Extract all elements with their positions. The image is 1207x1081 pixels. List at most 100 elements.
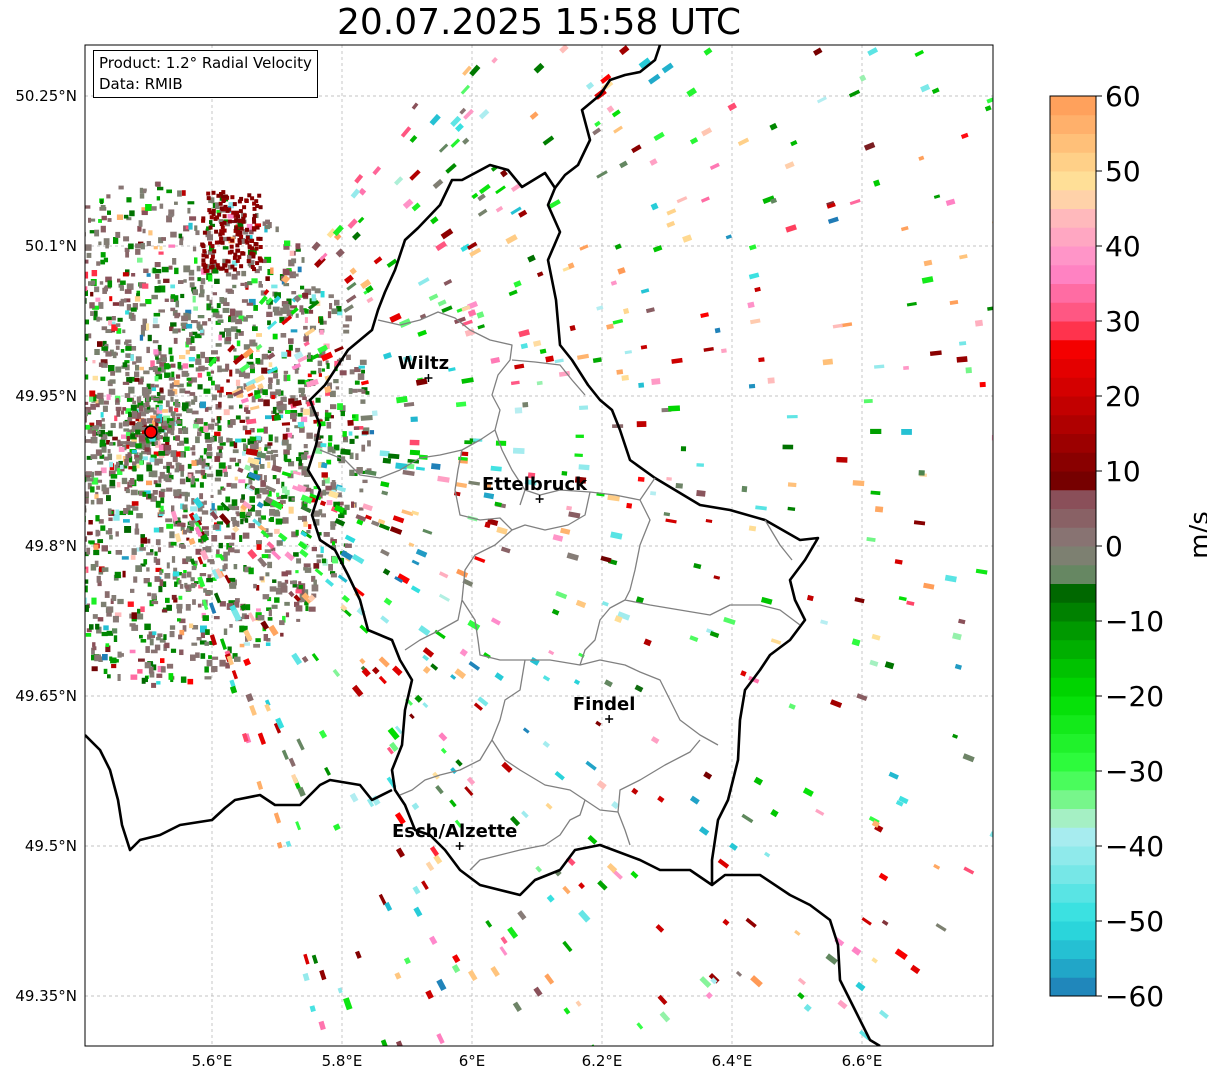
- velocity-pixel: [898, 596, 907, 602]
- velocity-pixel: [185, 556, 192, 562]
- velocity-pixel: [330, 525, 336, 530]
- velocity-pixel: [351, 501, 355, 508]
- velocity-pixel: [380, 481, 390, 488]
- velocity-pixel: [338, 456, 346, 464]
- velocity-pixel: [301, 454, 308, 460]
- velocity-pixel: [209, 634, 218, 646]
- velocity-pixel: [274, 311, 278, 316]
- colorbar-segment: [1050, 658, 1096, 678]
- velocity-pixel: [155, 558, 161, 565]
- velocity-pixel: [234, 476, 238, 481]
- velocity-pixel: [256, 493, 262, 499]
- velocity-pixel: [12, 311, 18, 316]
- velocity-pixel: [49, 214, 53, 220]
- velocity-pixel: [187, 678, 194, 685]
- velocity-pixel: [96, 316, 100, 322]
- velocity-pixel: [200, 537, 204, 544]
- velocity-pixel: [194, 257, 198, 264]
- velocity-pixel: [144, 409, 151, 413]
- velocity-pixel: [27, 599, 32, 606]
- velocity-pixel: [194, 526, 203, 538]
- velocity-pixel: [249, 436, 257, 442]
- velocity-pixel: [176, 577, 180, 585]
- velocity-pixel: [141, 677, 146, 684]
- velocity-pixel: [100, 252, 106, 258]
- velocity-pixel: [379, 450, 390, 457]
- velocity-pixel: [343, 304, 354, 313]
- velocity-pixel: [279, 500, 286, 504]
- velocity-pixel: [18, 324, 23, 329]
- velocity-pixel: [85, 566, 89, 573]
- velocity-pixel: [38, 414, 44, 417]
- velocity-pixel: [318, 1020, 326, 1031]
- velocity-pixel: [463, 108, 474, 120]
- velocity-pixel: [100, 601, 107, 608]
- velocity-pixel: [85, 446, 86, 453]
- velocity-pixel: [91, 654, 96, 661]
- velocity-pixel: [869, 659, 879, 667]
- velocity-pixel: [120, 349, 125, 353]
- velocity-pixel: [234, 656, 241, 662]
- velocity-pixel: [216, 193, 221, 198]
- velocity-pixel: [24, 378, 30, 384]
- velocity-pixel: [657, 994, 668, 1005]
- velocity-pixel: [118, 185, 124, 190]
- canton-borders: [319, 311, 801, 871]
- velocity-pixel: [217, 386, 224, 393]
- velocity-pixel: [198, 538, 202, 543]
- velocity-pixel: [139, 366, 144, 371]
- velocity-pixel: [347, 218, 358, 229]
- velocity-pixel: [321, 349, 326, 355]
- velocity-pixel: [16, 557, 22, 560]
- velocity-pixel: [703, 347, 714, 352]
- velocity-pixel: [219, 229, 224, 234]
- velocity-pixel: [165, 448, 171, 455]
- velocity-pixel: [412, 885, 421, 895]
- velocity-pixel: [290, 412, 297, 420]
- velocity-pixel: [203, 448, 207, 455]
- velocity-pixel: [239, 363, 251, 373]
- velocity-pixel: [239, 535, 243, 542]
- velocity-pixel: [173, 522, 180, 527]
- velocity-pixel: [97, 617, 104, 622]
- velocity-pixel: [161, 266, 169, 273]
- velocity-pixel: [277, 310, 283, 316]
- velocity-pixel: [371, 410, 378, 417]
- velocity-pixel: [166, 215, 173, 223]
- velocity-pixel: [378, 893, 387, 906]
- velocity-pixel: [40, 326, 45, 332]
- velocity-pixel: [201, 216, 206, 221]
- velocity-pixel: [918, 470, 925, 476]
- velocity-pixel: [245, 240, 250, 245]
- velocity-pixel: [153, 480, 158, 485]
- velocity-pixel: [770, 638, 782, 645]
- velocity-pixel: [145, 646, 150, 653]
- velocity-pixel: [197, 372, 203, 378]
- velocity-pixel: [324, 766, 331, 776]
- velocity-pixel: [253, 442, 259, 450]
- velocity-pixel: [95, 623, 100, 630]
- velocity-pixel: [296, 587, 304, 591]
- velocity-pixel: [182, 363, 189, 369]
- velocity-pixel: [99, 281, 104, 285]
- velocity-pixel: [140, 189, 147, 194]
- velocity-pixel: [70, 374, 76, 379]
- velocity-pixel: [127, 452, 132, 458]
- velocity-pixel: [113, 514, 120, 521]
- velocity-pixel: [207, 406, 212, 411]
- velocity-pixel: [741, 485, 748, 493]
- velocity-pixel: [249, 405, 260, 411]
- velocity-pixel: [18, 262, 24, 269]
- velocity-pixel: [280, 632, 284, 637]
- velocity-pixel: [85, 259, 89, 264]
- velocity-pixel: [121, 477, 128, 485]
- velocity-pixel: [311, 593, 317, 598]
- velocity-pixel: [245, 429, 252, 435]
- velocity-pixel: [94, 654, 101, 662]
- velocity-pixel: [222, 307, 230, 313]
- velocity-pixel: [636, 421, 647, 428]
- velocity-pixel: [878, 1009, 889, 1019]
- velocity-pixel: [90, 454, 98, 460]
- velocity-pixel: [69, 650, 73, 654]
- velocity-pixel: [298, 581, 302, 585]
